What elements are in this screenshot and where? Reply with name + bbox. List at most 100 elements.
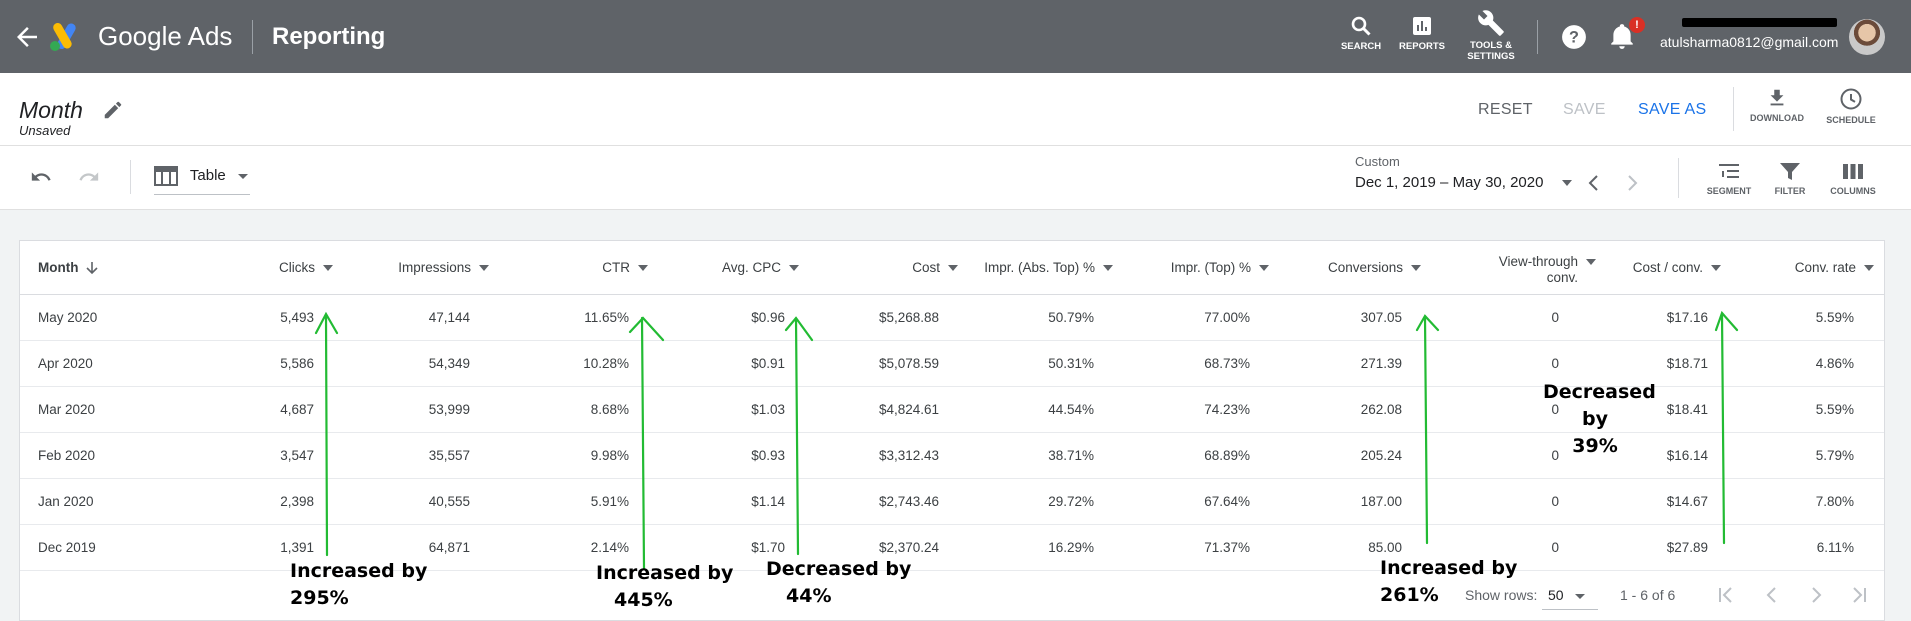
report-toolbar: Table Custom Dec 1, 2019 – May 30, 2020 … (0, 146, 1911, 210)
segment-icon (1719, 164, 1739, 178)
next-period-icon[interactable] (1624, 174, 1640, 192)
header-conversions[interactable]: Conversions (1328, 260, 1421, 275)
first-page-icon[interactable] (1717, 585, 1735, 605)
table-row: May 2020 5,493 47,144 11.65% $0.96 $5,268.88 5… (20, 295, 1884, 341)
cell-ctr: 9.98% (590, 448, 629, 463)
cell-conversions: 307.05 (1360, 310, 1402, 325)
table-row: Apr 2020 5,586 54,349 10.28% $0.91 $5,078.59 5… (20, 341, 1884, 387)
cell-ctr: 2.14% (590, 540, 629, 555)
rows-per-page-select[interactable]: 50 (1542, 587, 1598, 610)
table-row: Jan 2020 2,398 40,555 5.91% $1.14 $2,743.46 29… (20, 479, 1884, 525)
cell-ctr: 8.68% (590, 402, 629, 417)
cpc-arrow (784, 316, 814, 556)
header-clicks[interactable]: Clicks (279, 260, 333, 275)
header-avg-cpc[interactable]: Avg. CPC (722, 260, 799, 275)
table-row: Feb 2020 3,547 35,557 9.98% $0.93 $3,312.43 38… (20, 433, 1884, 479)
chevron-down-icon (1575, 593, 1586, 599)
conversions-annotation: Increased by 261% (1380, 555, 1517, 609)
cell-month: May 2020 (38, 310, 98, 325)
save-as-button[interactable]: SAVE AS (1638, 101, 1707, 118)
dropdown-arrow-icon (948, 265, 958, 272)
cell-conv-rate: 5.59% (1815, 402, 1854, 417)
cell-clicks: 5,493 (280, 310, 314, 325)
next-page-icon[interactable] (1807, 585, 1825, 605)
reports-button[interactable]: REPORTS (1387, 14, 1457, 52)
cell-impr-abs-top: 50.79% (1048, 310, 1094, 325)
ctr-annotation: Increased by 445% (596, 560, 733, 614)
settings-label: SETTINGS (1467, 51, 1515, 62)
cell-month: Jan 2020 (38, 494, 94, 509)
cell-impressions: 47,144 (428, 310, 470, 325)
conversions-arrow (1415, 314, 1440, 545)
segment-button[interactable]: SEGMENT (1696, 162, 1762, 196)
help-icon[interactable]: ? (1561, 24, 1587, 50)
search-button[interactable]: SEARCH (1326, 14, 1396, 52)
pagination-info: 1 - 6 of 6 (1620, 587, 1676, 603)
account-email[interactable]: atulsharma0812@gmail.com (1660, 34, 1839, 50)
columns-button[interactable]: COLUMNS (1820, 162, 1886, 196)
cell-impressions: 53,999 (428, 402, 470, 417)
save-button[interactable]: SAVE (1563, 101, 1606, 118)
header-impr-top[interactable]: Impr. (Top) % (1171, 260, 1269, 275)
header-impr-abs-top[interactable]: Impr. (Abs. Top) % (984, 260, 1113, 275)
svg-text:?: ? (1569, 28, 1579, 46)
header-label: Impressions (398, 260, 471, 275)
annotation-line: Increased by (290, 560, 428, 582)
cell-impr-top: 71.37% (1204, 540, 1250, 555)
header-cost[interactable]: Cost (912, 260, 958, 275)
edit-pencil-icon[interactable] (102, 99, 124, 121)
chevron-down-icon[interactable] (1561, 179, 1573, 187)
cell-cost: $5,078.59 (878, 356, 939, 371)
view-selector[interactable]: Table (154, 166, 250, 195)
cell-ctr: 11.65% (584, 310, 629, 325)
header-label: Conversions (1327, 260, 1403, 275)
annotation-line: Increased by (1380, 557, 1518, 579)
avatar[interactable] (1849, 19, 1885, 55)
cpc-annotation: Decreased by 44% (766, 556, 911, 610)
cell-cost: $2,743.46 (878, 494, 939, 509)
filter-button[interactable]: FILTER (1757, 162, 1823, 196)
cell-ctr: 5.91% (590, 494, 629, 509)
report-header: Month Unsaved RESET SAVE SAVE AS DOWNLOA… (0, 73, 1911, 146)
redo-icon[interactable] (76, 166, 102, 188)
header-cost-per-conv[interactable]: Cost / conv. (1633, 260, 1721, 275)
table-header: Month Clicks Impressions CTR Avg. CPC Co… (20, 241, 1884, 295)
back-arrow-icon[interactable] (12, 22, 42, 52)
cell-avg-cpc: $1.14 (751, 494, 785, 509)
annotation-line: 445% (614, 589, 673, 611)
header-conv-rate[interactable]: Conv. rate (1795, 260, 1874, 275)
cell-view-through-conv: 0 (1551, 356, 1559, 371)
previous-period-icon[interactable] (1586, 174, 1602, 192)
notifications-bell-icon[interactable] (1609, 22, 1635, 50)
download-button[interactable]: DOWNLOAD (1744, 87, 1810, 123)
dropdown-arrow-icon (1103, 265, 1113, 272)
header-month[interactable]: Month (38, 260, 98, 275)
reset-button[interactable]: RESET (1478, 101, 1533, 118)
cell-cost: $3,312.43 (878, 448, 939, 463)
wrench-icon (1478, 10, 1504, 36)
search-icon (1351, 16, 1371, 36)
tools-settings-button[interactable]: TOOLS & SETTINGS (1456, 9, 1526, 62)
cell-clicks: 5,586 (280, 356, 314, 371)
cell-impressions: 54,349 (428, 356, 470, 371)
cell-view-through-conv: 0 (1551, 448, 1559, 463)
header-view-through-conv[interactable]: View-through conv. (1499, 254, 1596, 286)
last-page-icon[interactable] (1850, 585, 1868, 605)
cell-impr-abs-top: 38.71% (1048, 448, 1094, 463)
previous-page-icon[interactable] (1763, 585, 1781, 605)
cell-clicks: 4,687 (280, 402, 314, 417)
divider (252, 20, 253, 54)
date-range-picker[interactable]: Dec 1, 2019 – May 30, 2020 (1355, 174, 1544, 191)
schedule-button[interactable]: SCHEDULE (1818, 87, 1884, 125)
undo-icon[interactable] (28, 166, 54, 188)
header-impressions[interactable]: Impressions (398, 260, 489, 275)
cell-impr-abs-top: 50.31% (1048, 356, 1094, 371)
cell-month: Mar 2020 (38, 402, 96, 417)
cell-view-through-conv: 0 (1551, 494, 1559, 509)
header-label: conv. (1546, 270, 1578, 285)
rows-per-page-value: 50 (1548, 587, 1564, 603)
chevron-down-icon (237, 173, 248, 179)
header-ctr[interactable]: CTR (602, 260, 648, 275)
google-ads-logo-icon (50, 23, 76, 51)
cell-impr-top: 68.89% (1204, 448, 1250, 463)
